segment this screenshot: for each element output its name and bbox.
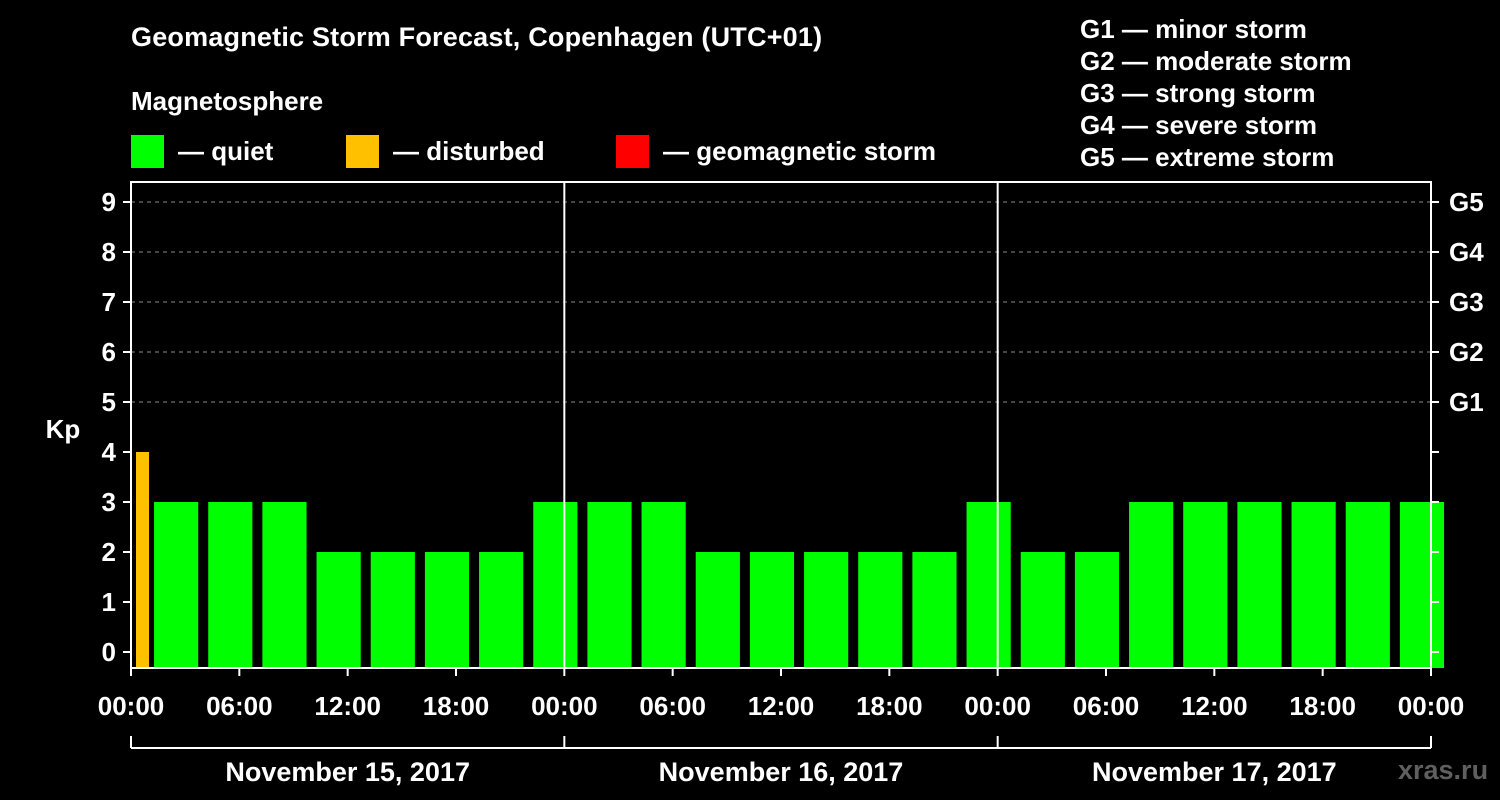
bar-disturbed — [136, 452, 150, 668]
y-tick-label: 4 — [102, 437, 117, 467]
storm-scale-list: G1 — minor storm G2 — moderate storm G3 … — [1080, 13, 1352, 173]
storm-scale-g4: G4 — severe storm — [1080, 110, 1318, 140]
bar-quiet — [533, 502, 578, 668]
y-tick-label: 9 — [102, 187, 116, 217]
legend-storm: — geomagnetic storm — [616, 134, 936, 168]
storm-scale-g2: G2 — moderate storm — [1080, 46, 1352, 76]
disturbed-swatch — [346, 134, 379, 168]
storm-level-label: G4 — [1449, 237, 1484, 267]
bar-quiet — [316, 552, 361, 668]
x-tick-label: 00:00 — [964, 691, 1031, 721]
x-tick-label: 06:00 — [639, 691, 706, 721]
bar-quiet — [1345, 502, 1390, 668]
x-tick-label: 18:00 — [1289, 691, 1356, 721]
x-tick-label: 12:00 — [1181, 691, 1248, 721]
bar-quiet — [1074, 552, 1120, 668]
bar-quiet — [1129, 502, 1174, 668]
x-tick-label: 18:00 — [423, 691, 490, 721]
y-tick-label: 7 — [102, 287, 116, 317]
date-label: November 17, 2017 — [1092, 757, 1337, 787]
chart-title: Geomagnetic Storm Forecast, Copenhagen (… — [131, 22, 823, 52]
storm-scale-g3: G3 — strong storm — [1080, 78, 1316, 108]
storm-level-label: G5 — [1449, 187, 1484, 217]
y-tick-label: 5 — [102, 387, 116, 417]
storm-level-label: G2 — [1449, 337, 1484, 367]
legend-quiet: — quiet — [131, 134, 273, 168]
y-tick-label: 3 — [102, 487, 116, 517]
x-tick-label: 00:00 — [531, 691, 598, 721]
y-tick-label: 0 — [102, 637, 116, 667]
y-tick-label: 8 — [102, 237, 116, 267]
storm-level-label: G3 — [1449, 287, 1484, 317]
bar-quiet — [1020, 552, 1065, 668]
bar-quiet — [912, 552, 957, 668]
bar-quiet — [1399, 502, 1445, 668]
bar-quiet — [1183, 502, 1228, 668]
x-tick-label: 18:00 — [856, 691, 923, 721]
bar-quiet — [858, 552, 903, 668]
date-label: November 15, 2017 — [225, 757, 470, 787]
storm-scale-g1: G1 — minor storm — [1080, 14, 1307, 44]
bar-quiet — [1291, 502, 1336, 668]
quiet-swatch — [131, 134, 164, 168]
quiet-label: — quiet — [178, 135, 274, 166]
storm-label: — geomagnetic storm — [663, 135, 937, 166]
storm-level-label: G1 — [1449, 387, 1484, 417]
x-tick-label: 00:00 — [98, 691, 165, 721]
date-label: November 16, 2017 — [659, 757, 904, 787]
bar-quiet — [154, 502, 199, 668]
x-tick-label: 06:00 — [1073, 691, 1140, 721]
bar-quiet — [424, 552, 470, 668]
x-tick-label: 12:00 — [314, 691, 381, 721]
legend-disturbed: — disturbed — [346, 134, 545, 168]
watermark: xras.ru — [1398, 755, 1489, 785]
bar-quiet — [804, 552, 849, 668]
legend-heading: Magnetosphere — [131, 86, 324, 116]
y-tick-label: 1 — [102, 587, 116, 617]
bar-quiet — [695, 552, 740, 668]
bar-quiet — [749, 552, 795, 668]
y-tick-label: 6 — [102, 337, 116, 367]
storm-swatch — [616, 134, 649, 168]
bar-quiet — [641, 502, 686, 668]
x-tick-label: 00:00 — [1398, 691, 1465, 721]
bar-quiet — [208, 502, 253, 668]
x-tick-label: 06:00 — [206, 691, 273, 721]
bar-quiet — [370, 552, 415, 668]
bar-quiet — [966, 502, 1011, 668]
bar-quiet — [262, 502, 307, 668]
storm-scale-g5: G5 — extreme storm — [1080, 142, 1335, 172]
bar-quiet — [587, 502, 632, 668]
bar-quiet — [479, 552, 524, 668]
bar-quiet — [1237, 502, 1282, 668]
y-tick-label: 2 — [102, 537, 116, 567]
y-axis-title: Kp — [46, 414, 81, 444]
x-tick-label: 12:00 — [748, 691, 815, 721]
disturbed-label: — disturbed — [393, 135, 545, 166]
